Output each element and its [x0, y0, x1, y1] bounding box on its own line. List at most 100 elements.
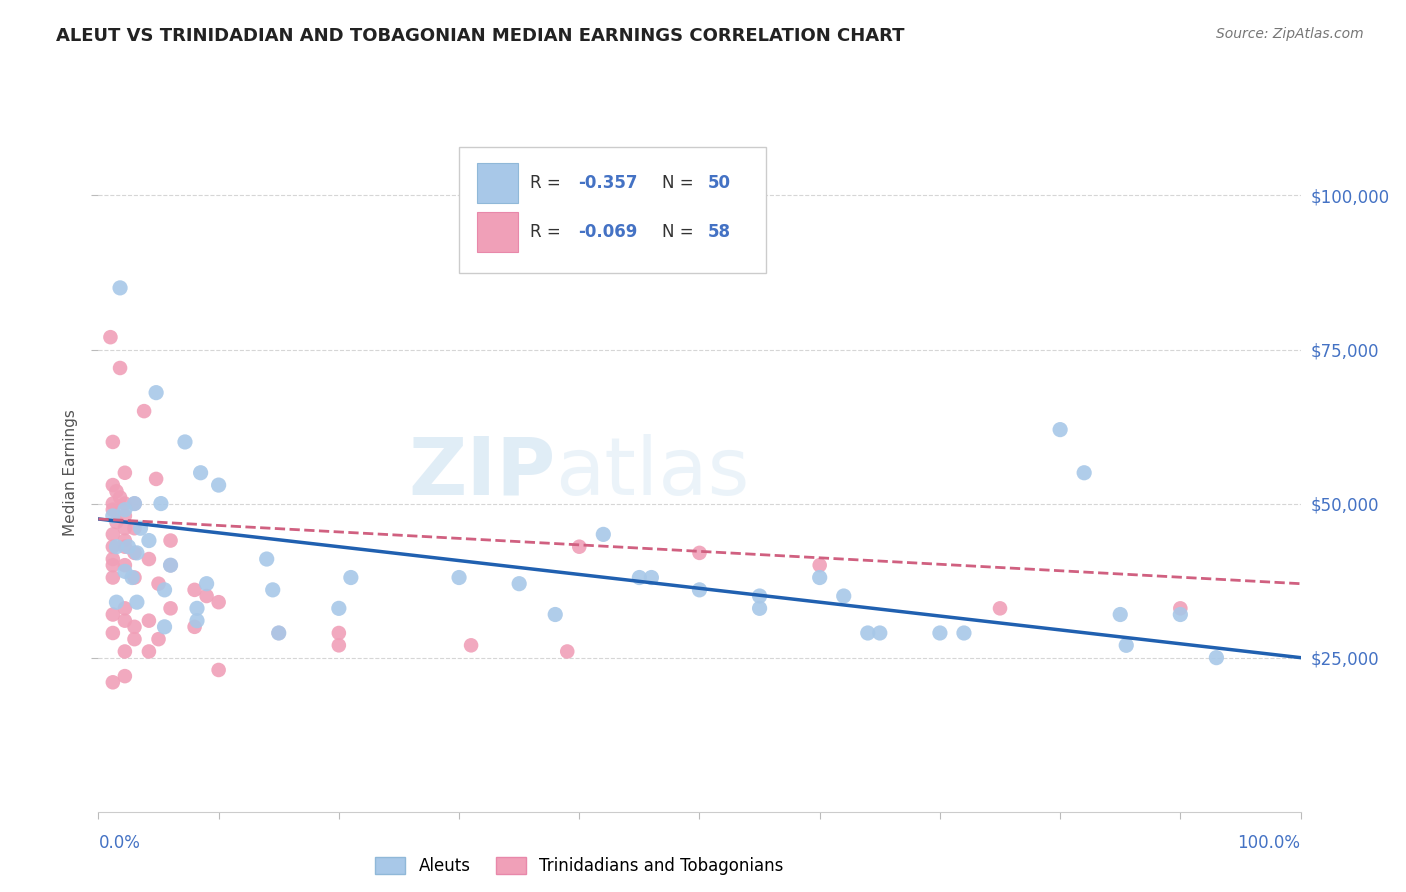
- Point: [953, 626, 976, 640]
- Point: [114, 669, 136, 683]
- Point: [808, 558, 831, 573]
- Point: [267, 626, 290, 640]
- Text: -0.357: -0.357: [578, 174, 637, 193]
- Point: [138, 644, 160, 658]
- Point: [114, 533, 136, 548]
- Point: [508, 576, 530, 591]
- Point: [105, 515, 128, 529]
- Point: [132, 404, 155, 418]
- Point: [689, 546, 711, 560]
- Point: [145, 385, 167, 400]
- FancyBboxPatch shape: [477, 212, 517, 252]
- Text: ZIP: ZIP: [408, 434, 555, 512]
- Point: [114, 558, 136, 573]
- Point: [988, 601, 1011, 615]
- Point: [460, 638, 482, 652]
- Point: [101, 508, 124, 523]
- Point: [101, 434, 124, 449]
- Point: [256, 552, 278, 566]
- Text: Source: ZipAtlas.com: Source: ZipAtlas.com: [1216, 27, 1364, 41]
- Legend: Aleuts, Trinidadians and Tobagonians: Aleuts, Trinidadians and Tobagonians: [368, 850, 790, 881]
- Point: [208, 595, 231, 609]
- Text: 100.0%: 100.0%: [1237, 834, 1301, 852]
- Point: [108, 281, 131, 295]
- Text: R =: R =: [530, 223, 567, 241]
- Y-axis label: Median Earnings: Median Earnings: [63, 409, 79, 536]
- Point: [153, 620, 176, 634]
- Text: ALEUT VS TRINIDADIAN AND TOBAGONIAN MEDIAN EARNINGS CORRELATION CHART: ALEUT VS TRINIDADIAN AND TOBAGONIAN MEDI…: [56, 27, 904, 45]
- Point: [544, 607, 567, 622]
- Point: [117, 540, 139, 554]
- Point: [856, 626, 879, 640]
- Point: [262, 582, 284, 597]
- Point: [114, 540, 136, 554]
- Point: [125, 595, 148, 609]
- Point: [159, 601, 181, 615]
- Point: [114, 521, 136, 535]
- Point: [101, 502, 124, 516]
- Point: [138, 614, 160, 628]
- Point: [748, 589, 770, 603]
- Text: 58: 58: [707, 223, 731, 241]
- Point: [748, 601, 770, 615]
- Point: [208, 663, 231, 677]
- Point: [101, 607, 124, 622]
- Text: N =: N =: [662, 223, 699, 241]
- Point: [124, 632, 146, 647]
- Point: [832, 589, 855, 603]
- Point: [153, 582, 176, 597]
- Text: N =: N =: [662, 174, 699, 193]
- Point: [174, 434, 197, 449]
- Point: [186, 601, 208, 615]
- Text: R =: R =: [530, 174, 567, 193]
- Point: [101, 497, 124, 511]
- Point: [114, 614, 136, 628]
- Point: [124, 620, 146, 634]
- Point: [101, 626, 124, 640]
- Point: [195, 589, 218, 603]
- Point: [159, 558, 181, 573]
- Point: [138, 533, 160, 548]
- Point: [869, 626, 891, 640]
- Point: [108, 491, 131, 505]
- Point: [100, 330, 122, 344]
- Point: [108, 361, 131, 376]
- Point: [148, 576, 170, 591]
- Point: [105, 484, 128, 499]
- Point: [105, 540, 128, 554]
- Point: [628, 570, 651, 584]
- Point: [190, 466, 212, 480]
- FancyBboxPatch shape: [477, 163, 517, 203]
- Point: [129, 521, 152, 535]
- Text: -0.069: -0.069: [578, 223, 637, 241]
- Point: [208, 478, 231, 492]
- Point: [640, 570, 662, 584]
- Point: [101, 552, 124, 566]
- Point: [114, 565, 136, 579]
- Point: [1115, 638, 1137, 652]
- Point: [101, 478, 124, 492]
- Point: [328, 626, 350, 640]
- Point: [124, 497, 146, 511]
- Point: [928, 626, 950, 640]
- Point: [267, 626, 290, 640]
- Point: [124, 521, 146, 535]
- Point: [124, 546, 146, 560]
- Point: [183, 620, 205, 634]
- Point: [121, 570, 143, 584]
- Point: [183, 582, 205, 597]
- Point: [101, 558, 124, 573]
- Text: 0.0%: 0.0%: [98, 834, 141, 852]
- Point: [124, 570, 146, 584]
- Point: [328, 638, 350, 652]
- Point: [114, 644, 136, 658]
- Point: [101, 527, 124, 541]
- Point: [148, 632, 170, 647]
- Point: [159, 558, 181, 573]
- Point: [1205, 650, 1227, 665]
- Point: [328, 601, 350, 615]
- Point: [145, 472, 167, 486]
- Point: [101, 540, 124, 554]
- Point: [1170, 601, 1192, 615]
- Point: [592, 527, 614, 541]
